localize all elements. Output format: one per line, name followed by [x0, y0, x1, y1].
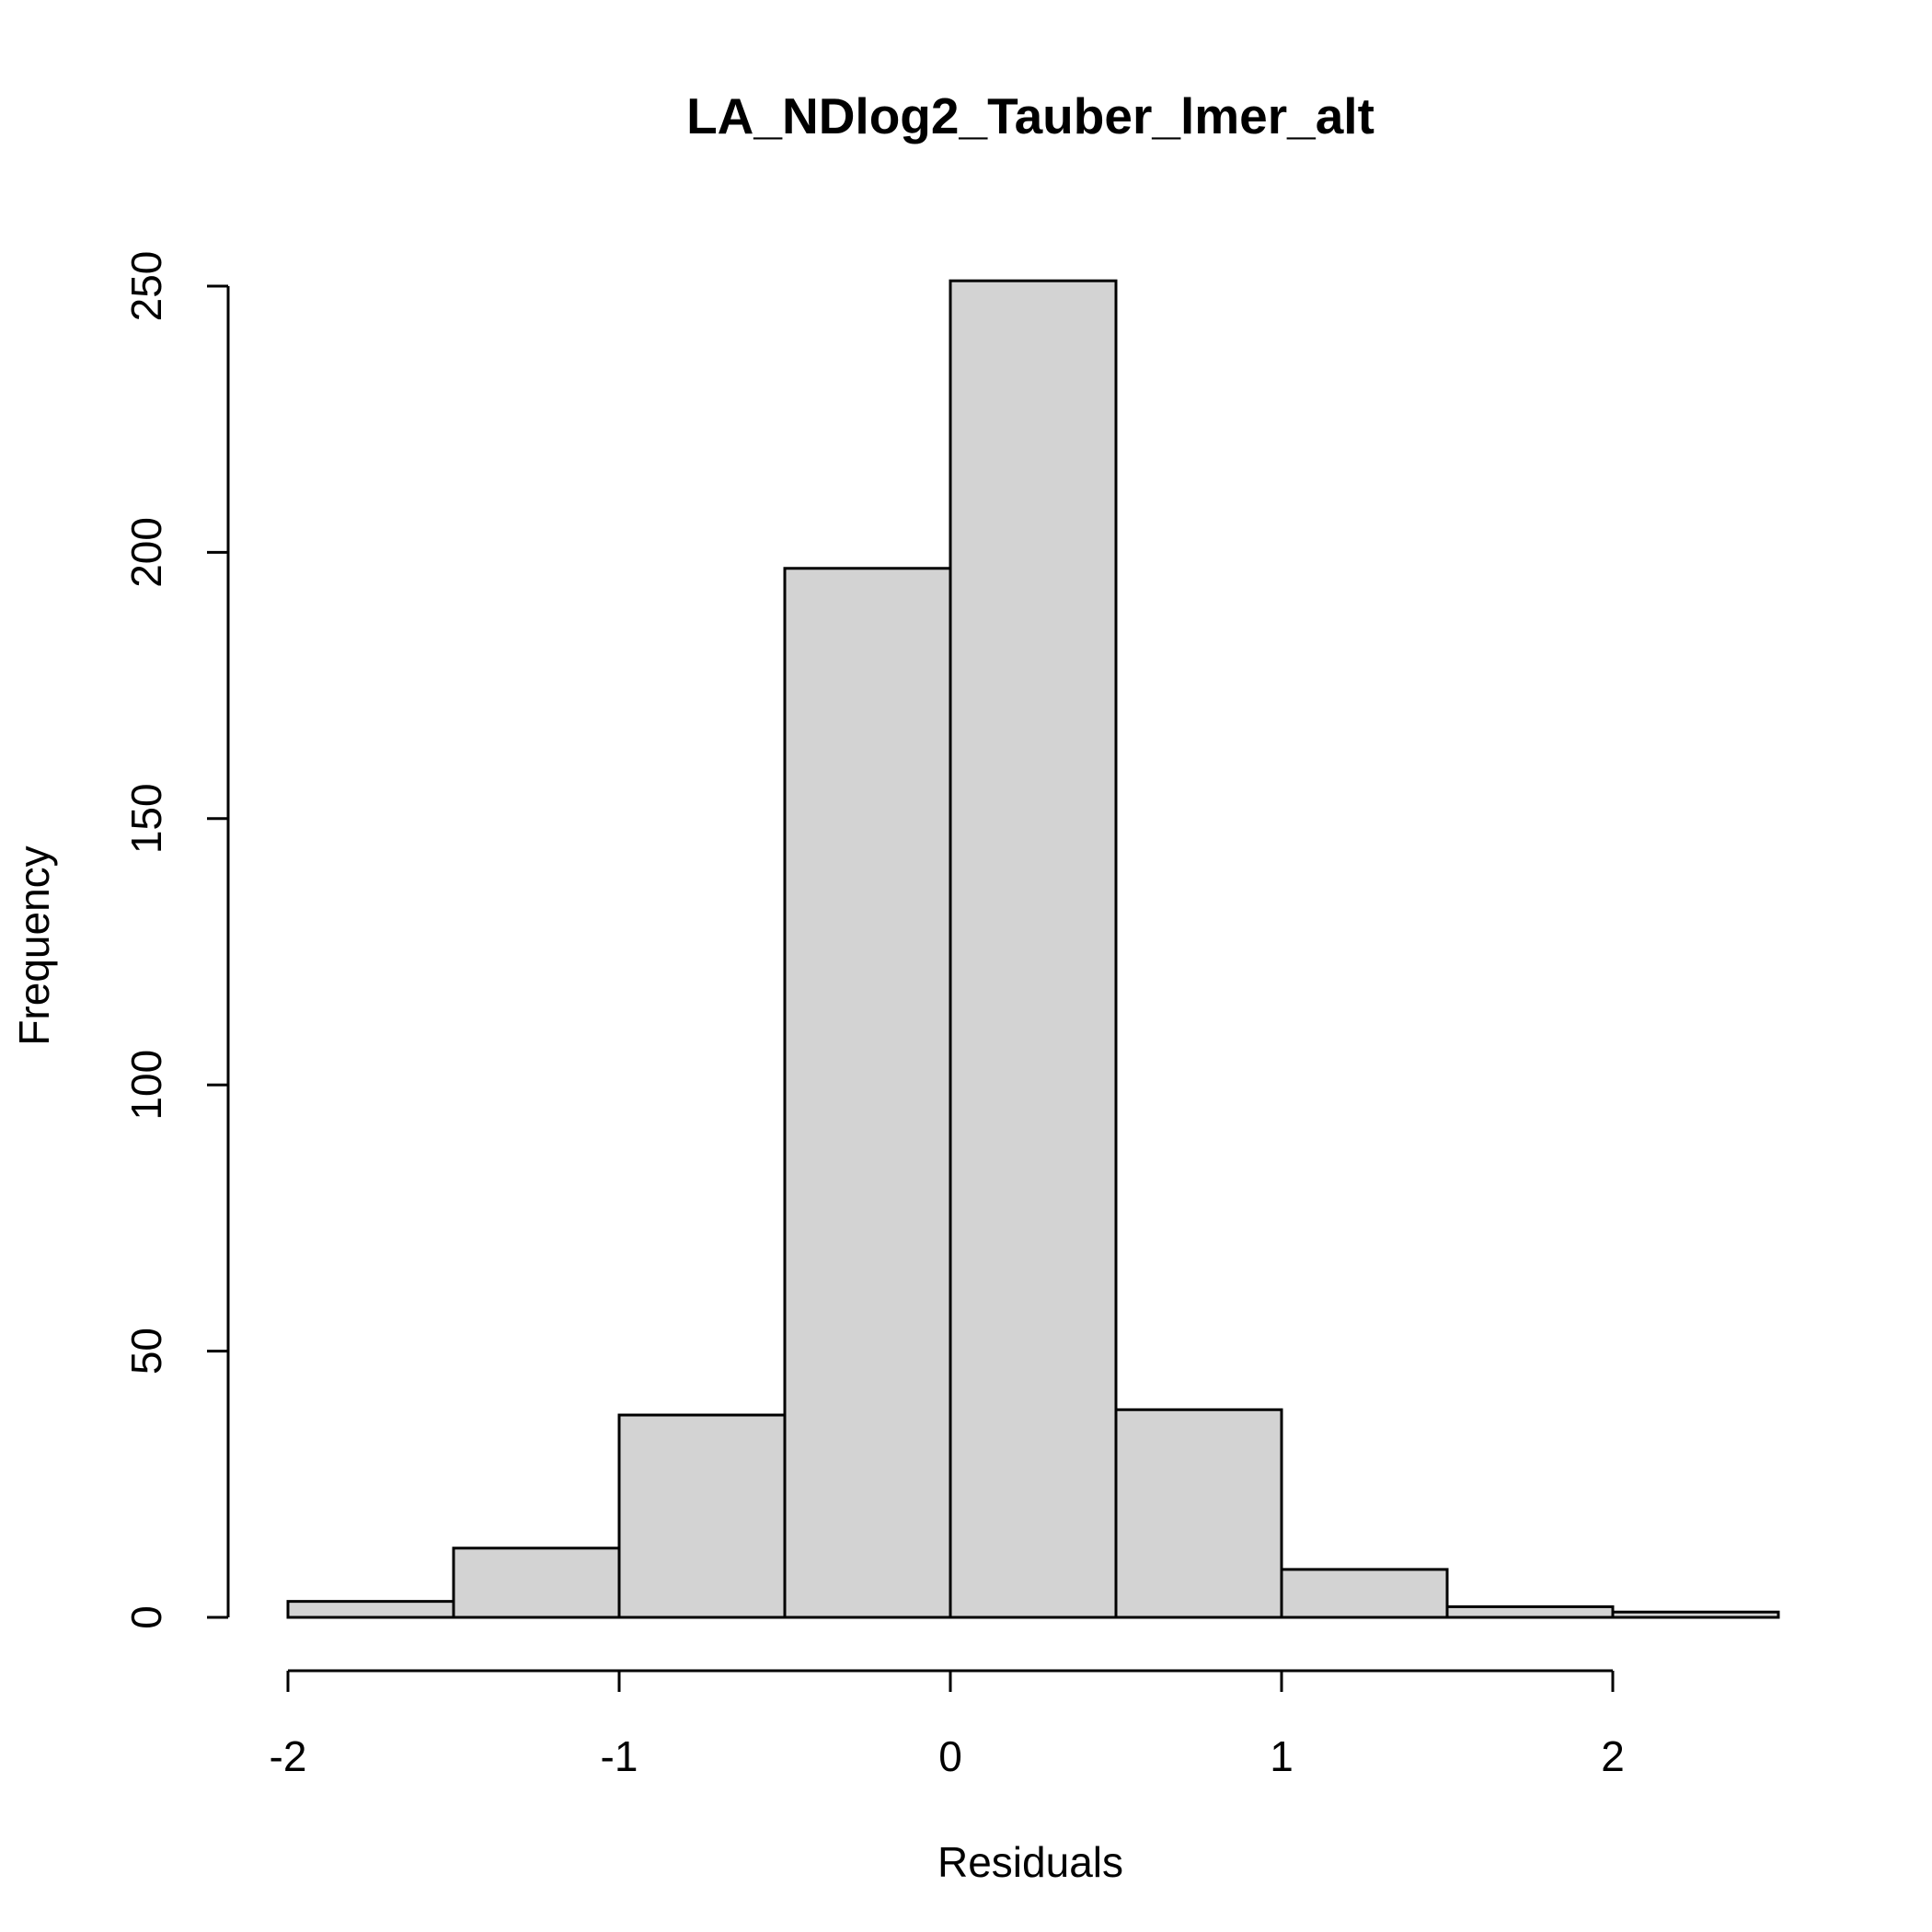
histogram-bar-8: [1611, 1610, 1780, 1619]
y-tick-label-0: 0: [122, 1605, 170, 1629]
histogram-bar-2: [617, 1413, 787, 1619]
chart-title: LA_NDlog2_Tauber_lmer_alt: [686, 87, 1374, 144]
x-tick-label-3: 1: [1270, 1732, 1294, 1780]
histogram-bar-7: [1445, 1604, 1615, 1619]
y-tick-label-1: 50: [122, 1328, 170, 1374]
y-axis-label: Frequency: [10, 845, 58, 1045]
bars-group: [286, 279, 1780, 1619]
histogram-bar-3: [783, 567, 952, 1619]
x-tick-label-4: 2: [1601, 1732, 1625, 1780]
histogram-bar-1: [452, 1547, 621, 1619]
histogram-bar-6: [1280, 1568, 1449, 1619]
x-tick-label-2: 0: [938, 1732, 962, 1780]
x-tick-label-0: -2: [270, 1732, 307, 1780]
x-axis: -2 -1 0 1 2: [270, 1669, 1625, 1780]
y-axis: 0 50 100 150 200 250: [122, 251, 230, 1629]
y-tick-label-4: 200: [122, 517, 170, 588]
histogram-bar-0: [286, 1600, 455, 1619]
x-axis-label: Residuals: [937, 1838, 1123, 1886]
y-tick-label-3: 150: [122, 783, 170, 854]
y-tick-label-2: 100: [122, 1050, 170, 1121]
x-tick-label-1: -1: [601, 1732, 638, 1780]
histogram-bar-5: [1114, 1408, 1283, 1619]
y-tick-label-5: 250: [122, 251, 170, 322]
histogram-bar-4: [949, 279, 1118, 1619]
